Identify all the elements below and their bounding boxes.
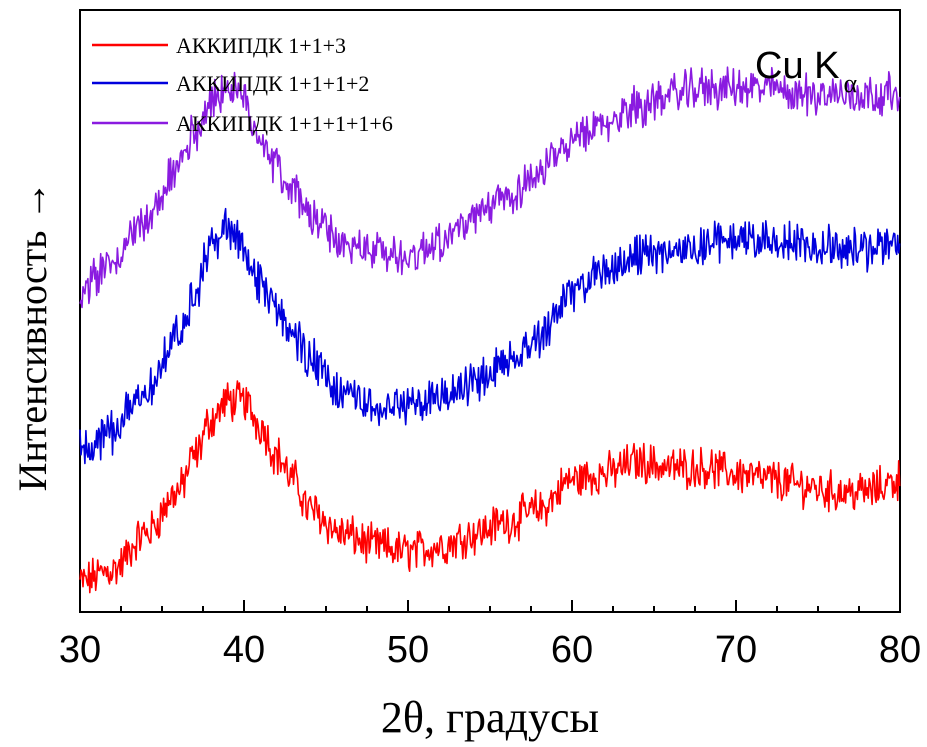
series-line-1 [79,380,901,594]
radiation-annotation-sub: α [843,69,857,98]
legend-label-series-2: АККИПДК 1+1+1+2 [176,71,369,96]
x-tick-label: 30 [59,629,101,671]
x-tick-label: 60 [551,629,593,671]
x-axis-label: 2θ, градусы [381,693,599,742]
x-axis: 30 40 50 60 70 80 [59,600,921,671]
legend-label-series-1: АККИПДК 1+1+3 [176,33,346,58]
x-tick-label: 40 [223,629,265,671]
series-line-2 [79,207,901,465]
series-line-3 [79,66,901,309]
radiation-annotation-main: Cu K [755,45,839,87]
series-layer [79,66,901,594]
x-tick-label: 80 [879,629,921,671]
y-axis-label: Интенсивность → [10,181,55,492]
legend-label-series-3: АККИПДК 1+1+1+1+6 [176,111,393,136]
x-tick-label: 70 [715,629,757,671]
legend: АККИПДК 1+1+3 АККИПДК 1+1+1+2 АККИПДК 1+… [92,33,393,136]
x-tick-label: 50 [387,629,429,671]
